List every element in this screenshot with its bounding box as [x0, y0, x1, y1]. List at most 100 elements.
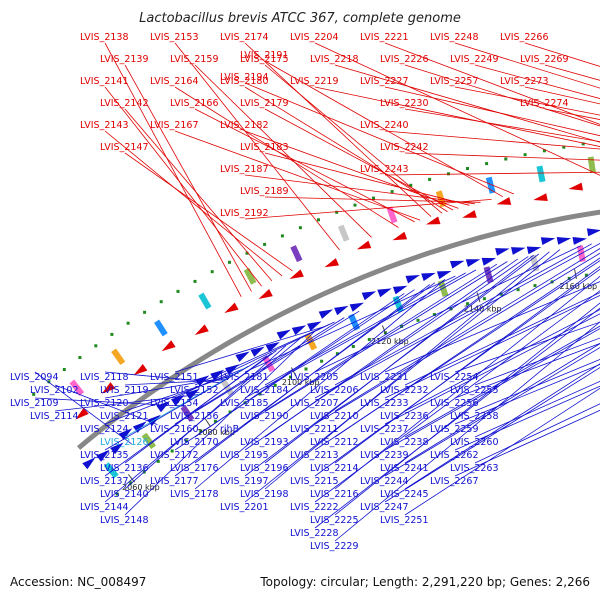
leader-line — [264, 64, 443, 214]
leader-line — [174, 86, 399, 228]
leader-line — [474, 403, 600, 464]
outer-dot — [62, 368, 66, 371]
leader-line — [334, 64, 600, 143]
outer-dot — [47, 380, 51, 384]
leader-line — [384, 328, 600, 451]
outer-dot — [193, 279, 197, 283]
leader-line — [334, 302, 600, 516]
leader-line — [384, 295, 600, 399]
tick-label: 2080 kbp — [197, 428, 235, 437]
forward-gene-arrow — [161, 340, 176, 352]
leader-line — [104, 376, 230, 399]
summary-text: Topology: circular; Length: 2,291,220 bp… — [259, 575, 590, 589]
gene-label: LVIS_2244 — [360, 476, 409, 487]
reverse-gene-arrow — [156, 401, 171, 413]
leader-line — [454, 42, 600, 89]
inner-dot — [499, 292, 503, 296]
gene-label: LVIS_2233 — [360, 398, 409, 409]
gene-label: LVIS_2254 — [430, 372, 479, 383]
features-layer — [69, 156, 600, 479]
accession-text: Accession: NC_008497 — [10, 575, 146, 589]
leader-line — [314, 307, 600, 529]
gene-label: LVIS_2136 — [100, 463, 149, 474]
leader-line — [174, 326, 325, 373]
forward-gene-arrow — [496, 197, 512, 205]
reverse-gene-arrow — [132, 421, 147, 433]
forward-gene-arrow — [258, 289, 273, 299]
gene-label: LVIS_2257 — [430, 76, 479, 87]
leader-line — [264, 263, 498, 412]
leader-line — [454, 409, 600, 477]
gene-label: LVIS_2236 — [380, 411, 429, 422]
reverse-gene-arrow — [572, 237, 587, 245]
gene-label: LVIS_2126 — [100, 437, 149, 448]
reverse-gene-arrow — [495, 248, 510, 256]
outer-dot — [428, 177, 432, 181]
reverse-gene-arrow — [334, 305, 349, 316]
gene-label: LVIS_2204 — [290, 32, 339, 43]
leader-line — [404, 152, 600, 161]
inner-dot — [584, 273, 588, 277]
forward-gene-arrow — [356, 240, 372, 250]
gene-label: LVIS_2230 — [380, 98, 429, 109]
forward-gene-arrow — [533, 193, 548, 201]
gene-label: LVIS_2269 — [520, 54, 569, 65]
gene-label: LVIS_2178 — [170, 489, 219, 500]
reverse-gene-arrow — [421, 272, 436, 282]
outer-dot — [126, 321, 130, 325]
leader-line — [454, 86, 600, 116]
gene-label: LVIS_2184 — [240, 385, 289, 396]
leader-line — [384, 313, 600, 425]
inner-dot — [129, 481, 133, 485]
inner-dot — [432, 313, 436, 316]
inner-dot — [289, 375, 292, 379]
gene-label: LVIS_2144 — [80, 502, 129, 513]
reverse-gene-arrow — [377, 288, 392, 298]
leader-line — [244, 249, 561, 503]
gene-label: LVIS_2153 — [150, 32, 199, 43]
leader-line — [34, 397, 185, 407]
gene-block — [220, 379, 235, 397]
gene-label: LVIS_2160 — [150, 424, 199, 435]
gene-label: LVIS_2152 — [170, 385, 219, 396]
leader-line — [404, 292, 600, 386]
leader-line — [244, 82, 515, 195]
reverse-gene-arrow — [361, 291, 377, 301]
inner-dot — [184, 439, 188, 443]
outer-dot — [210, 270, 214, 274]
reverse-gene-arrow — [307, 321, 322, 331]
leader-line — [244, 275, 456, 373]
leader-line — [314, 86, 600, 147]
outer-dot — [542, 149, 546, 153]
forward-gene-arrow — [133, 364, 148, 376]
gene-label: LVIS_2183 — [240, 142, 289, 153]
outer-dot — [245, 251, 249, 255]
reverse-gene-arrow — [540, 237, 556, 245]
leader-line — [194, 278, 446, 490]
gene-label: LVIS_2218 — [310, 54, 359, 65]
gene-label: LVIS_2159 — [170, 54, 219, 65]
leader-line — [174, 42, 340, 251]
leader-line — [474, 358, 600, 412]
gene-label: LVIS_2124 — [80, 424, 129, 435]
outer-dot — [390, 190, 394, 194]
outer-dot — [409, 183, 413, 187]
gene-label: LVIS_2177 — [150, 476, 199, 487]
leader-line — [104, 86, 262, 287]
leader-line — [194, 108, 415, 223]
gene-label: LVIS_2174 — [220, 32, 269, 43]
gene-block — [587, 156, 596, 174]
reverse-gene-arrow — [291, 325, 307, 336]
leader-line — [244, 174, 476, 205]
gene-label: LVIS_2192 — [220, 208, 269, 219]
tick-label: 2160 kbp — [559, 282, 597, 291]
gene-label: LVIS_2139 — [100, 54, 149, 65]
gene-label: LVIS_2185 — [220, 398, 269, 409]
leader-line — [264, 152, 470, 206]
leader-line — [314, 42, 600, 176]
leader-line — [334, 275, 600, 490]
leader-line — [404, 387, 600, 516]
reverse-labels-layer: LVIS_2094LVIS_2102LVIS_2109LVIS_2114LVIS… — [10, 242, 600, 552]
outer-dot — [523, 153, 527, 157]
gene-label: LVIS_2205 — [290, 372, 339, 383]
